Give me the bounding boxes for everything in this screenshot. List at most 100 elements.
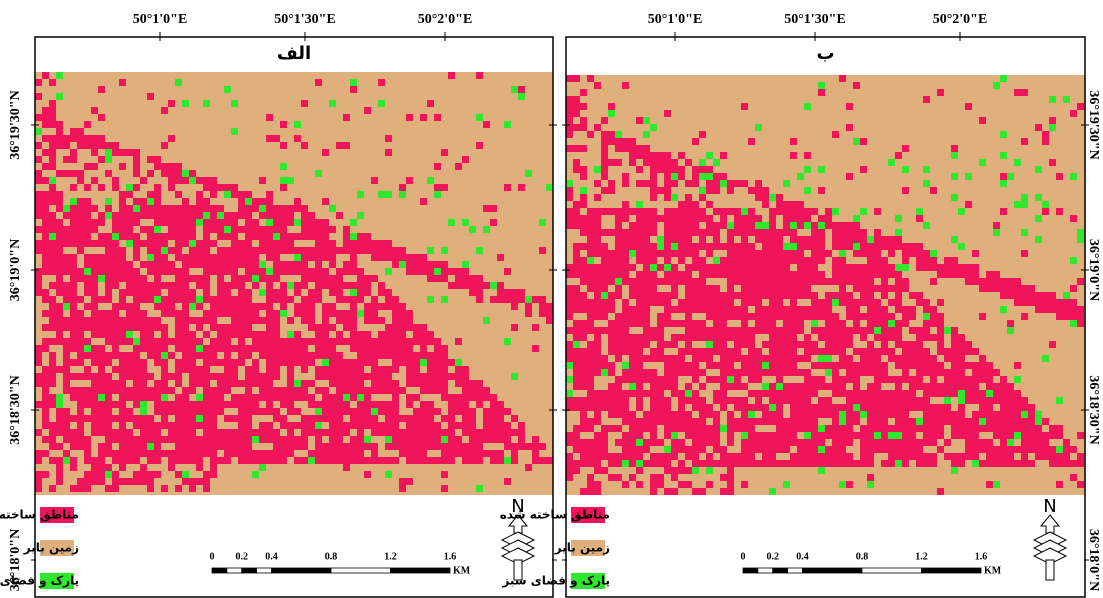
built-up-cell [804, 418, 811, 425]
built-up-cell [203, 198, 210, 205]
built-up-cell [147, 226, 154, 233]
built-up-cell [441, 450, 448, 457]
built-up-cell [140, 394, 147, 401]
built-up-cell [413, 261, 420, 268]
built-up-cell [699, 488, 706, 495]
built-up-cell [98, 317, 105, 324]
built-up-cell [685, 397, 692, 404]
built-up-cell [762, 446, 769, 453]
built-up-cell [958, 348, 965, 355]
built-up-cell [266, 317, 273, 324]
built-up-cell [49, 142, 56, 149]
built-up-cell [196, 212, 203, 219]
longitude-label: 50°1'0"E [133, 12, 188, 27]
built-up-cell [70, 205, 77, 212]
built-up-cell [252, 205, 259, 212]
built-up-cell [783, 432, 790, 439]
built-up-cell [35, 93, 42, 100]
built-up-cell [462, 275, 469, 282]
built-up-cell [161, 261, 168, 268]
built-up-cell [385, 338, 392, 345]
built-up-cell [420, 324, 427, 331]
built-up-cell [378, 373, 385, 380]
built-up-cell [322, 394, 329, 401]
green-space-cell [483, 226, 490, 233]
built-up-cell [811, 376, 818, 383]
built-up-cell [77, 429, 84, 436]
built-up-cell [308, 296, 315, 303]
built-up-cell [182, 415, 189, 422]
built-up-cell [378, 380, 385, 387]
built-up-cell [720, 341, 727, 348]
built-up-cell [84, 338, 91, 345]
built-up-cell [189, 401, 196, 408]
built-up-cell [91, 457, 98, 464]
built-up-cell [846, 299, 853, 306]
built-up-cell [245, 212, 252, 219]
built-up-cell [336, 450, 343, 457]
built-up-cell [434, 261, 441, 268]
built-up-cell [329, 338, 336, 345]
built-up-cell [168, 338, 175, 345]
built-up-cell [636, 292, 643, 299]
built-up-cell [881, 432, 888, 439]
built-up-cell [189, 289, 196, 296]
built-up-cell [706, 327, 713, 334]
built-up-cell [427, 268, 434, 275]
built-up-cell [539, 457, 546, 464]
built-up-cell [818, 250, 825, 257]
green-space-cell [469, 226, 476, 233]
green-space-cell [350, 289, 357, 296]
built-up-cell [713, 222, 720, 229]
built-up-cell [98, 471, 105, 478]
built-up-cell [769, 278, 776, 285]
green-space-cell [357, 310, 364, 317]
built-up-cell [601, 187, 608, 194]
built-up-cell [476, 275, 483, 282]
scale-label: 1.2 [384, 551, 397, 562]
built-up-cell [434, 163, 441, 170]
built-up-cell [168, 408, 175, 415]
built-up-cell [70, 324, 77, 331]
green-space-cell [147, 254, 154, 261]
built-up-cell [720, 215, 727, 222]
built-up-cell [147, 331, 154, 338]
built-up-cell [168, 310, 175, 317]
built-up-cell [413, 359, 420, 366]
built-up-cell [1014, 285, 1021, 292]
built-up-cell [636, 369, 643, 376]
built-up-cell [413, 380, 420, 387]
built-up-cell [867, 292, 874, 299]
built-up-cell [594, 306, 601, 313]
built-up-cell [224, 296, 231, 303]
built-up-cell [811, 327, 818, 334]
built-up-cell [434, 359, 441, 366]
built-up-cell [671, 229, 678, 236]
built-up-cell [601, 285, 608, 292]
built-up-cell [420, 254, 427, 261]
built-up-cell [273, 338, 280, 345]
built-up-cell [252, 331, 259, 338]
built-up-cell [420, 401, 427, 408]
built-up-cell [112, 471, 119, 478]
built-up-cell [776, 243, 783, 250]
built-up-cell [70, 345, 77, 352]
built-up-cell [615, 145, 622, 152]
built-up-cell [825, 411, 832, 418]
built-up-cell [413, 429, 420, 436]
built-up-cell [1028, 299, 1035, 306]
built-up-cell [357, 289, 364, 296]
built-up-cell [790, 236, 797, 243]
built-up-cell [1007, 285, 1014, 292]
built-up-cell [84, 184, 91, 191]
built-up-cell [909, 243, 916, 250]
green-space-cell [797, 173, 804, 180]
built-up-cell [755, 194, 762, 201]
built-up-cell [84, 373, 91, 380]
built-up-cell [434, 429, 441, 436]
built-up-cell [608, 159, 615, 166]
built-up-cell [308, 422, 315, 429]
green-space-cell [1077, 229, 1084, 236]
built-up-cell [168, 212, 175, 219]
built-up-cell [119, 198, 126, 205]
